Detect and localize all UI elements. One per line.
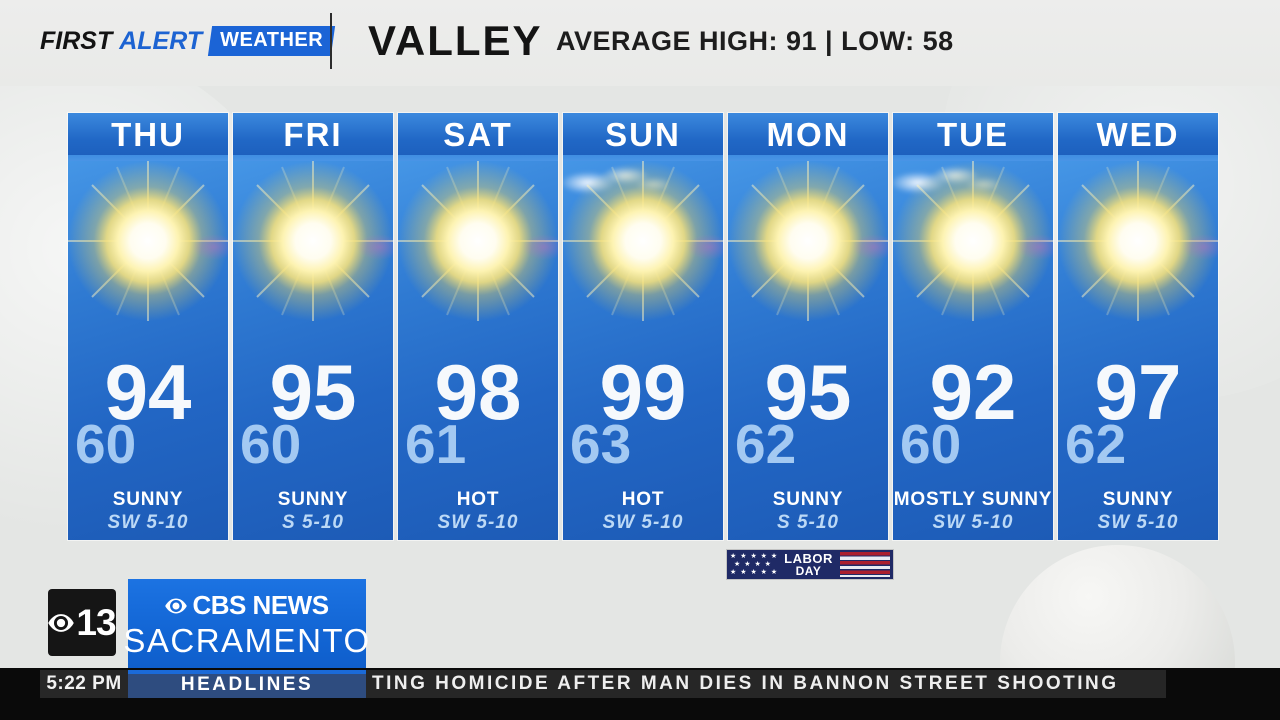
news-ticker: TING HOMICIDE AFTER MAN DIES IN BANNON S… xyxy=(366,670,1166,698)
condition-label: SUNNY xyxy=(112,489,184,510)
labor-day-label: LABOR DAY xyxy=(784,551,833,578)
forecast-column-tue: TUE 92 60 MOSTLY SUNNY SW 5-10 xyxy=(893,113,1053,540)
high-temp: 98 xyxy=(434,348,522,436)
sun-icon xyxy=(563,161,723,322)
high-temp: 95 xyxy=(764,348,852,436)
wind-label: S 5-10 xyxy=(777,512,839,533)
wind-label: SW 5-10 xyxy=(437,512,519,533)
clock: 5:22 PM xyxy=(40,670,128,698)
ticker-row: 5:22 PM HEADLINES TING HOMICIDE AFTER MA… xyxy=(0,670,1280,698)
high-temp: 97 xyxy=(1094,348,1182,436)
condition-label: SUNNY xyxy=(772,489,844,510)
footer-bar: 5:22 PM HEADLINES TING HOMICIDE AFTER MA… xyxy=(0,668,1280,720)
labor-day-stars: ★ ★ ★ ★ ★ ★ ★ ★ ★ ★ ★ ★ ★ ★ xyxy=(730,552,779,576)
high-temp: 99 xyxy=(599,348,687,436)
low-temp: 61 xyxy=(405,413,467,475)
low-temp: 60 xyxy=(75,413,137,475)
brand-first: FIRST xyxy=(40,26,113,55)
cbs-eye-icon xyxy=(165,598,188,613)
wind-label: SW 5-10 xyxy=(932,512,1014,533)
forecast-column-sat: SAT 98 61 HOT SW 5-10 xyxy=(398,113,558,540)
headlines-badge: HEADLINES xyxy=(128,670,366,698)
low-temp: 63 xyxy=(570,413,632,475)
page-title: VALLEY xyxy=(368,17,543,64)
day-label: SAT xyxy=(443,116,513,153)
condition-label: SUNNY xyxy=(277,489,349,510)
condition-label: HOT xyxy=(621,489,665,510)
header-bar: FIRST ALERT WEATHER VALLEY AVERAGE HIGH:… xyxy=(0,0,1280,86)
sun-icon xyxy=(728,161,888,322)
header-divider xyxy=(330,13,332,69)
low-temp: 60 xyxy=(900,413,962,475)
day-label: SUN xyxy=(605,116,681,153)
labor-day-banner: ★ ★ ★ ★ ★ ★ ★ ★ ★ ★ ★ ★ ★ ★ LABOR DAY xyxy=(727,550,893,579)
forecast-columns: THU 94 60 SUNNY SW 5-10 FRI 95 60 SUNNY … xyxy=(68,113,1218,540)
sun-icon xyxy=(398,161,558,322)
sun-icon xyxy=(68,161,228,322)
forecast-column-sun: SUN 99 63 HOT SW 5-10 xyxy=(563,113,723,540)
first-alert-weather-logo: FIRST ALERT WEATHER xyxy=(40,26,336,56)
wind-label: SW 5-10 xyxy=(602,512,684,533)
sun-icon xyxy=(233,161,393,322)
current-time: 5:22 PM xyxy=(46,673,122,694)
channel-number: 13 xyxy=(76,601,116,643)
day-label: TUE xyxy=(937,116,1009,153)
wind-label: S 5-10 xyxy=(282,512,344,533)
average-high-low: AVERAGE HIGH: 91 | LOW: 58 xyxy=(556,26,954,56)
low-temp: 60 xyxy=(240,413,302,475)
network-name: CBS NEWS xyxy=(192,590,329,620)
day-label: THU xyxy=(111,116,185,153)
wind-label: SW 5-10 xyxy=(107,512,189,533)
condition-label: MOSTLY SUNNY xyxy=(893,489,1053,510)
day-label: WED xyxy=(1096,116,1180,153)
sun-icon xyxy=(1058,161,1218,322)
wind-label: SW 5-10 xyxy=(1097,512,1179,533)
ticker-text: TING HOMICIDE AFTER MAN DIES IN BANNON S… xyxy=(372,673,1119,694)
low-temp: 62 xyxy=(1065,413,1127,475)
condition-label: HOT xyxy=(456,489,500,510)
cbs-eye-icon xyxy=(48,613,75,632)
cbs-news-sacramento-logo: CBS NEWS SACRAMENTO xyxy=(123,579,369,671)
day-label: FRI xyxy=(283,116,343,153)
day-label: MON xyxy=(766,116,850,153)
high-temp: 94 xyxy=(104,348,192,436)
labor-day-stripes xyxy=(840,552,890,577)
brand-weather-badge: WEATHER xyxy=(207,26,336,56)
forecast-column-thu: THU 94 60 SUNNY SW 5-10 xyxy=(68,113,228,540)
high-temp: 92 xyxy=(929,348,1017,436)
forecast-column-fri: FRI 95 60 SUNNY S 5-10 xyxy=(233,113,393,540)
channel-13-logo: 13 xyxy=(48,589,117,656)
brand-alert: ALERT xyxy=(119,26,203,55)
forecast-column-wed: WED 97 62 SUNNY SW 5-10 xyxy=(1058,113,1218,540)
condition-label: SUNNY xyxy=(1102,489,1174,510)
station-city: SACRAMENTO xyxy=(123,622,371,659)
sun-icon xyxy=(893,161,1053,322)
high-temp: 95 xyxy=(269,348,357,436)
headlines-label: HEADLINES xyxy=(180,674,314,695)
low-temp: 62 xyxy=(735,413,797,475)
forecast-column-mon: MON 95 62 SUNNY S 5-10 xyxy=(728,113,888,540)
